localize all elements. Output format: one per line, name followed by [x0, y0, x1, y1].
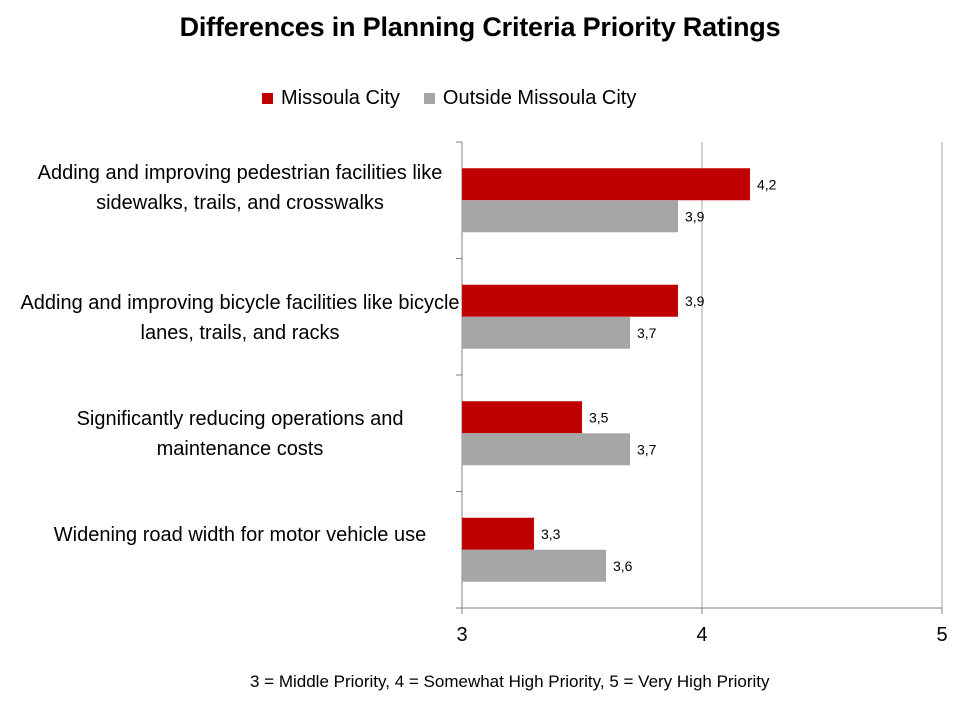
bar-series0-cat2 [462, 401, 582, 434]
legend-swatch-outside-missoula-city [423, 92, 435, 104]
data-label-series1-cat3: 3,6 [613, 558, 633, 574]
category-label-road-widening: Widening road width for motor vehicle us… [53, 524, 427, 546]
category-label-operations: Significantly reducing operations and ma… [76, 408, 404, 460]
bar-series1-cat1 [462, 316, 630, 349]
bar-series0-cat1 [462, 284, 678, 317]
bar-series1-cat3 [462, 549, 606, 582]
data-label-series0-cat3: 3,3 [541, 526, 561, 542]
bar-series0-cat3 [462, 517, 534, 550]
legend-label-missoula-city: Missoula City [281, 86, 400, 109]
data-label-series0-cat2: 3,5 [589, 409, 609, 425]
x-tick-label-3: 3 [456, 624, 467, 646]
category-label-bicycle: Adding and improving bicycle facilities … [20, 292, 460, 344]
data-label-series0-cat1: 3,9 [685, 293, 705, 309]
data-label-series0-cat0: 4,2 [757, 176, 777, 192]
axis-footnote: 3 = Middle Priority, 4 = Somewhat High P… [250, 672, 770, 691]
data-label-series1-cat0: 3,9 [685, 208, 705, 224]
legend-swatch-missoula-city [262, 92, 273, 104]
legend: Missoula City Outside Missoula City [262, 86, 660, 110]
legend-item-missoula-city: Missoula City [262, 87, 400, 110]
bar-series1-cat2 [462, 433, 630, 466]
bar-series1-cat0 [462, 200, 678, 233]
x-tick-label-5: 5 [936, 624, 947, 646]
legend-label-outside-missoula-city: Outside Missoula City [442, 86, 637, 109]
x-tick-label-4: 4 [696, 624, 707, 646]
chart-title: Differences in Planning Criteria Priorit… [179, 12, 781, 42]
data-label-series1-cat1: 3,7 [637, 325, 657, 341]
category-label-pedestrian: Adding and improving pedestrian faciliti… [37, 162, 443, 214]
bar-series0-cat0 [462, 168, 750, 201]
data-label-series1-cat2: 3,7 [637, 441, 657, 457]
legend-item-outside-missoula-city: Outside Missoula City [423, 86, 637, 110]
